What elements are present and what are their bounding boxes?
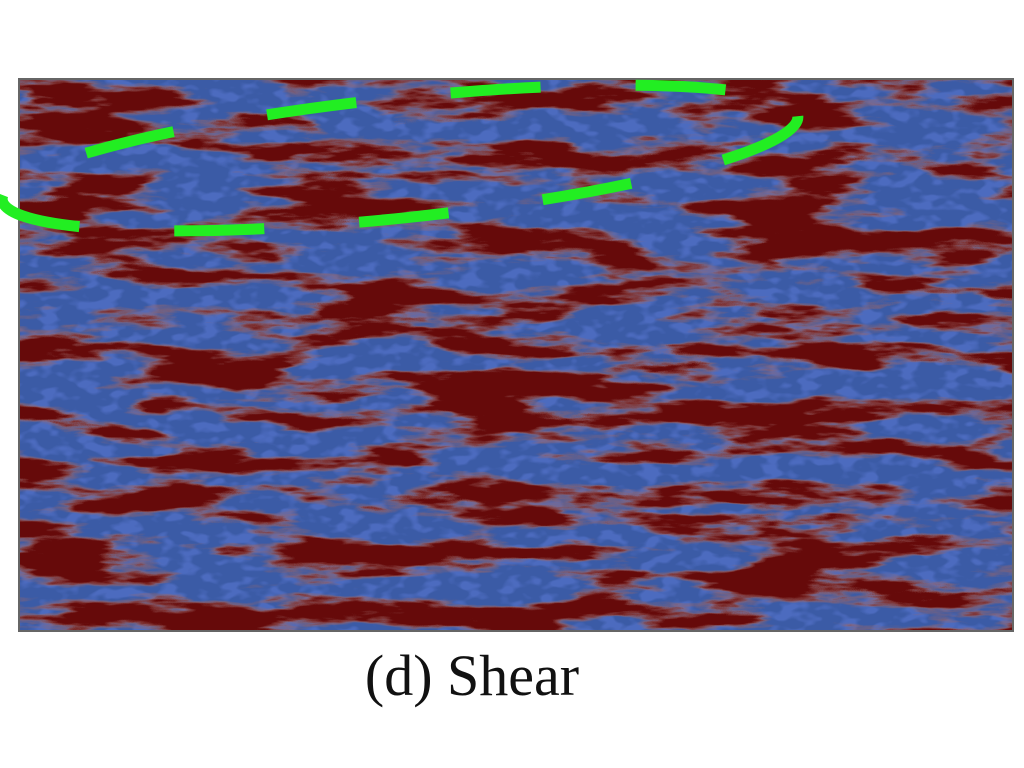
shear-field (20, 80, 1012, 630)
caption: (d) Shear (365, 643, 579, 708)
plot-frame (18, 78, 1014, 632)
highlight-ellipse (0, 79, 804, 237)
field-plot (18, 78, 1014, 632)
